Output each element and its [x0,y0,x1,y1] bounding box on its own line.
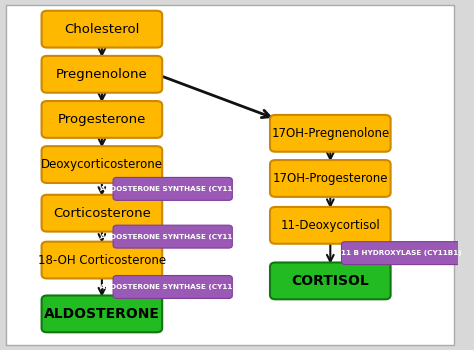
FancyBboxPatch shape [42,11,162,48]
FancyBboxPatch shape [113,225,232,248]
FancyBboxPatch shape [270,262,391,299]
Text: 17OH-Progesterone: 17OH-Progesterone [273,172,388,185]
FancyBboxPatch shape [270,160,391,197]
Text: ALDOSTERONE SYNTHASE (CY11B2): ALDOSTERONE SYNTHASE (CY11B2) [100,186,246,192]
Text: ALDOSTERONE SYNTHASE (CY11B2): ALDOSTERONE SYNTHASE (CY11B2) [100,284,246,290]
Text: ALDOSTERONE: ALDOSTERONE [44,307,160,321]
FancyBboxPatch shape [42,146,162,183]
FancyBboxPatch shape [42,101,162,138]
FancyBboxPatch shape [113,177,232,200]
Text: ALDOSTERONE SYNTHASE (CY11B2): ALDOSTERONE SYNTHASE (CY11B2) [100,234,246,240]
Text: 11 B HYDROXYLASE (CY11B1): 11 B HYDROXYLASE (CY11B1) [341,250,461,256]
FancyBboxPatch shape [270,115,391,152]
FancyBboxPatch shape [113,275,232,299]
FancyBboxPatch shape [341,241,461,265]
FancyBboxPatch shape [270,207,391,244]
FancyBboxPatch shape [6,5,454,345]
Text: 18-OH Corticosterone: 18-OH Corticosterone [38,253,166,267]
FancyBboxPatch shape [42,241,162,279]
Text: CORTISOL: CORTISOL [292,274,369,288]
Text: 11-Deoxycortisol: 11-Deoxycortisol [281,219,380,232]
Text: Pregnenolone: Pregnenolone [56,68,148,81]
Text: Progesterone: Progesterone [58,113,146,126]
FancyBboxPatch shape [42,195,162,232]
Text: Deoxycorticosterone: Deoxycorticosterone [41,158,163,171]
FancyBboxPatch shape [42,295,162,332]
Text: Corticosterone: Corticosterone [53,207,151,220]
FancyBboxPatch shape [42,56,162,93]
Text: Cholesterol: Cholesterol [64,23,139,36]
Text: 17OH-Pregnenolone: 17OH-Pregnenolone [271,127,390,140]
